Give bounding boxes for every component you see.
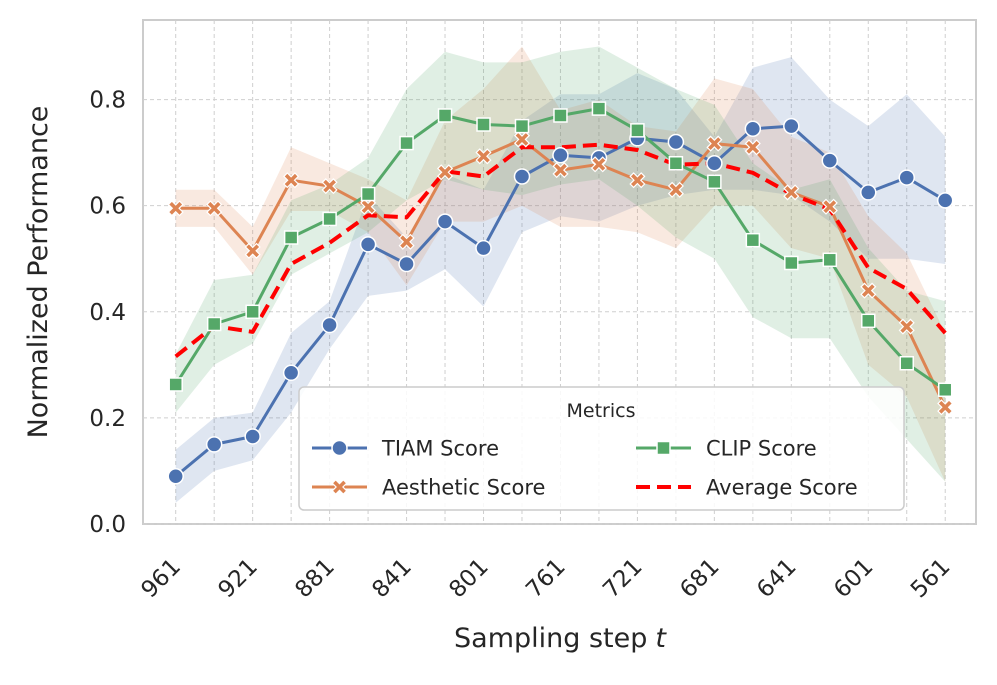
tiam-score-point [436,213,454,230]
legend: Metrics TIAM Score Aesthetic Score CLIP Sc… [298,386,905,511]
clip-score-point [168,377,183,392]
series-markers [167,101,954,485]
x-tick-label: 561 [906,554,955,603]
x-tick-label: 801 [444,554,493,603]
y-tick-label: 0.0 [89,512,126,538]
aesthetic-score-point [783,184,800,201]
aesthetic-score-point [244,242,261,259]
tiam-score-band [175,57,946,503]
x-tick-label: 721 [598,554,647,603]
aesthetic-score-point [552,162,569,179]
aesthetic-score-point [744,139,761,156]
tiam-score-point [205,436,223,453]
x-tick-label: 641 [752,554,801,603]
y-tick-label: 0.6 [89,194,126,220]
tiam-score-point [744,120,762,138]
legend-label: CLIP Score [706,437,817,461]
clip-score-point [861,313,876,329]
clip-score-point [360,186,376,202]
aesthetic-score-point [283,172,300,189]
clip-score-point [707,174,722,190]
clip-score-point [437,108,453,123]
x-tick-label: 601 [829,554,878,603]
clip-score-point [476,117,491,132]
clip-score-point [937,382,953,398]
tiam-score-point [860,184,877,201]
legend-title: Metrics [567,400,636,422]
tiam-score-point [244,428,261,445]
average-score-line [174,142,947,358]
clip-score-point [322,211,337,227]
aesthetic-score-point [898,318,915,335]
tiam-score-point [706,154,723,172]
legend-box [298,386,905,511]
tiam-score-point [783,117,800,135]
clip-score-point [822,252,838,268]
aesthetic-score-point [629,172,646,189]
tiam-score-point [898,169,915,186]
x-tick-label: 681 [675,554,724,603]
tiam-score-point [282,364,300,382]
aesthetic-score-point [167,200,184,217]
aesthetic-score-band [175,46,946,482]
clip-score-point [206,316,222,332]
tiam-score-point [167,468,184,485]
aesthetic-score-point [860,282,877,299]
x-tick-label: 921 [213,554,262,603]
tiam-score-point [475,239,492,257]
clip-score-point [668,155,684,171]
x-tick-label: 761 [521,554,570,603]
clip-score-point [553,108,568,123]
legend-label: Average Score [706,476,858,500]
x-axis-label-main: Sampling step [454,623,647,654]
tiam-score-point [321,316,338,334]
y-tick-label: 0.4 [89,300,126,326]
tiam-score-point [359,236,377,253]
clip-score-point [899,356,914,371]
legend-swatch-marker [331,439,348,457]
legend-label: Aesthetic Score [382,476,545,500]
aesthetic-score-point [475,148,492,165]
clip-score-point [283,230,299,245]
clip-score-point [630,123,645,138]
tiam-score-point [936,192,954,209]
aesthetic-score-point [937,399,954,416]
legend-swatch-marker [656,440,671,456]
aesthetic-score-point [321,178,338,195]
aesthetic-score-point [706,135,723,152]
y-tick-label: 0.2 [89,406,126,432]
aesthetic-score-point [436,164,454,181]
tiam-score-point [821,152,839,169]
x-axis-label-var: t [655,623,667,654]
clip-score-point [591,101,607,116]
clip-score-point [784,255,799,271]
clip-score-point [514,118,530,134]
aesthetic-score-point [398,233,415,250]
aesthetic-score-point [667,181,684,198]
legend-items: TIAM Score Aesthetic Score CLIP Score Avera… [312,437,858,500]
y-tick-label: 0.8 [89,88,126,114]
aesthetic-score-point [206,200,223,217]
x-axis-label: Sampling step t [454,623,667,654]
x-tick-label: 881 [290,554,339,603]
tiam-score-point [513,168,531,185]
x-tick-label: 961 [137,554,186,603]
aesthetic-score-point [590,156,607,173]
aesthetic-score-point [821,198,838,215]
tiam-score-point [552,147,569,164]
clip-score-point [745,232,761,248]
legend-label: TIAM Score [381,437,499,461]
tiam-score-point [667,133,685,151]
tiam-score-point [398,255,415,273]
legend-swatch-marker [331,478,348,496]
y-axis-label: Normalized Performance [23,106,54,439]
clip-score-point [399,135,414,151]
clip-score-point [245,304,260,320]
x-tick-label: 841 [367,554,416,603]
